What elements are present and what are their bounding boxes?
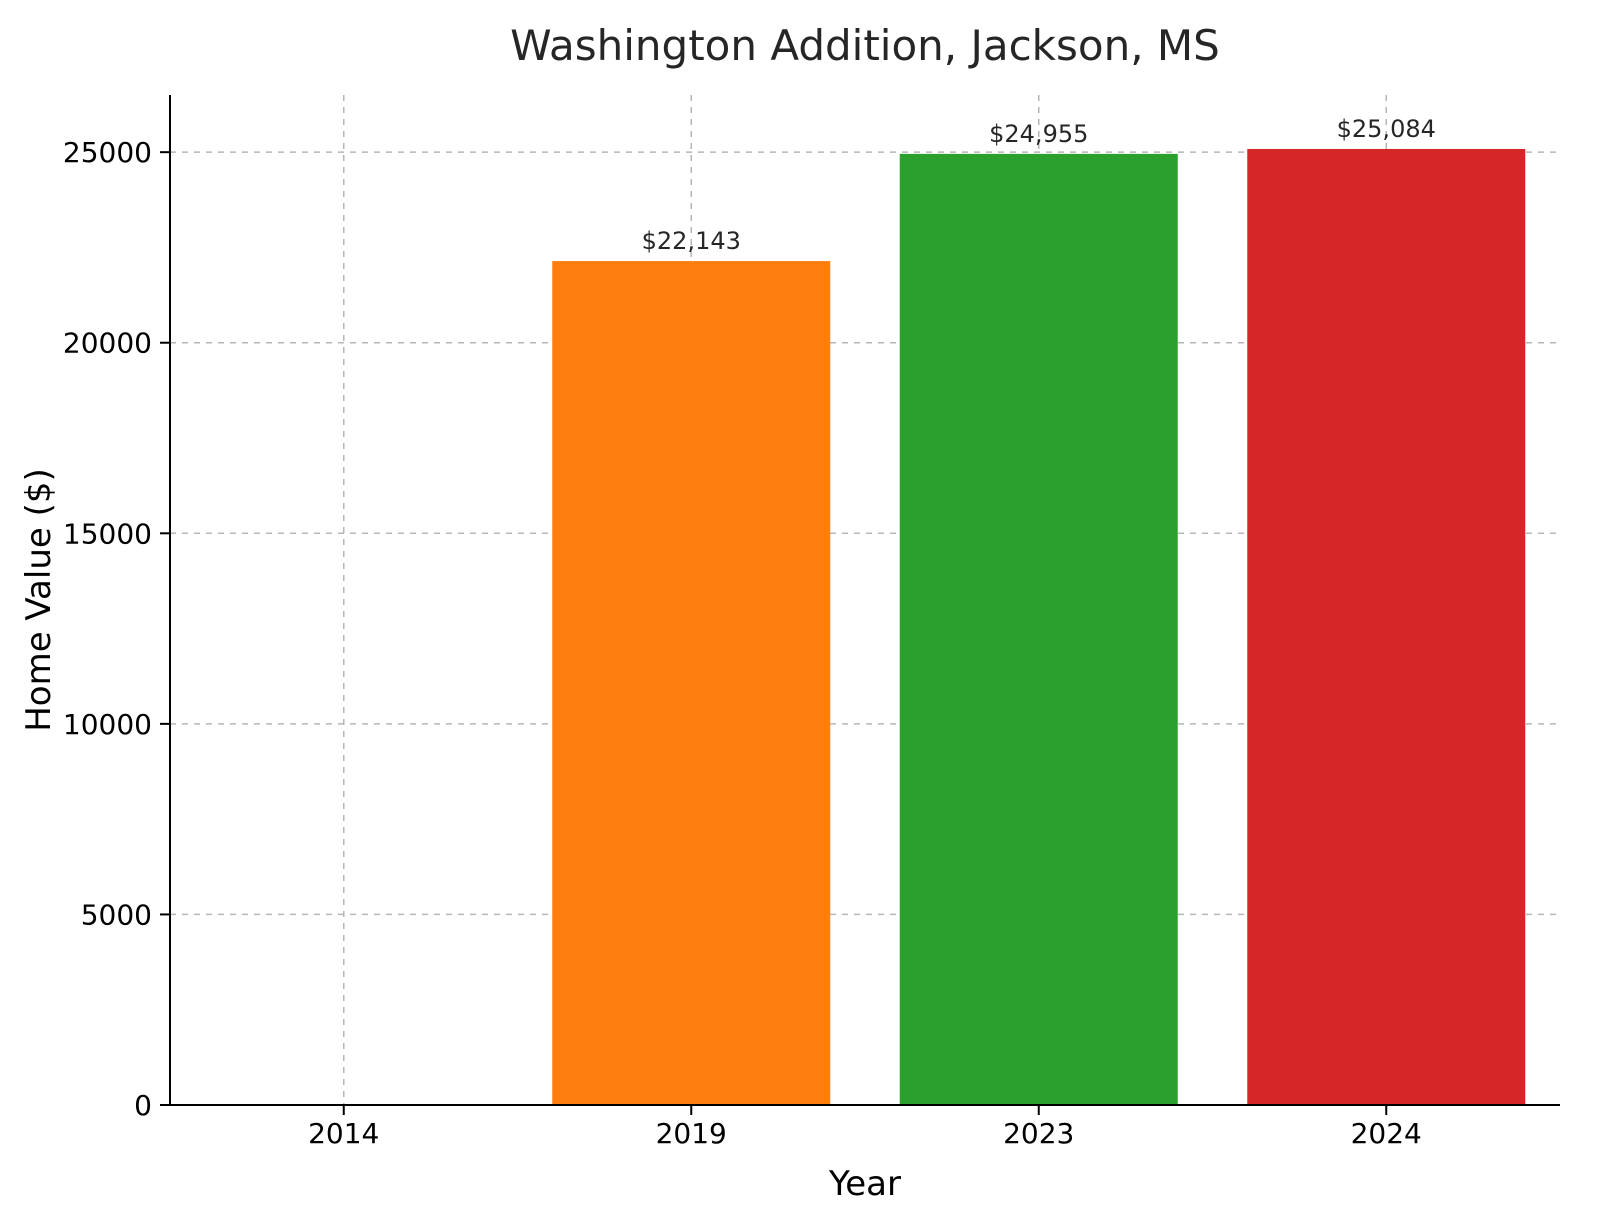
y-tick-labels: 0 5000 10000 15000 20000 25000 <box>63 136 152 1122</box>
y-tick-label: 0 <box>134 1089 152 1122</box>
y-tick-label: 15000 <box>63 517 152 550</box>
chart-container: $22,143 $24,955 $25,084 0 5000 10000 15000 200… <box>0 0 1600 1225</box>
x-tick-label: 2019 <box>656 1117 727 1150</box>
y-tick-label: 10000 <box>63 708 152 741</box>
bar-label-2023: $24,955 <box>989 120 1088 148</box>
x-tick-label: 2023 <box>1003 1117 1074 1150</box>
bar-2023 <box>900 154 1178 1105</box>
bar-label-2019: $22,143 <box>642 227 741 255</box>
y-tick-label: 25000 <box>63 136 152 169</box>
x-axis-label: Year <box>828 1164 901 1204</box>
y-tick-label: 5000 <box>81 898 152 931</box>
bar-label-2024: $25,084 <box>1337 115 1436 143</box>
x-tick-labels: 2014 2019 2023 2024 <box>308 1117 1422 1150</box>
bars <box>552 149 1525 1105</box>
bar-2024 <box>1247 149 1525 1105</box>
x-tick-label: 2024 <box>1351 1117 1422 1150</box>
chart-title: Washington Addition, Jackson, MS <box>510 21 1220 70</box>
y-axis-label: Home Value ($) <box>19 468 59 732</box>
bar-chart: $22,143 $24,955 $25,084 0 5000 10000 15000 200… <box>0 0 1600 1225</box>
y-tick-label: 20000 <box>63 327 152 360</box>
x-tick-label: 2014 <box>308 1117 379 1150</box>
bar-2019 <box>552 261 830 1105</box>
